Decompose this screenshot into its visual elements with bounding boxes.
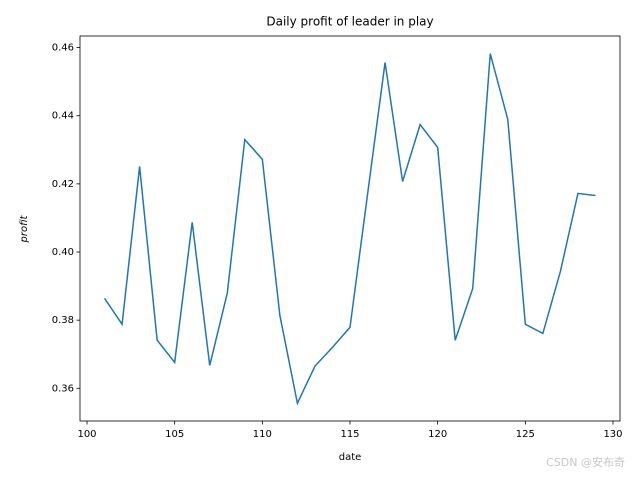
- plot-frame: [79, 35, 621, 422]
- x-tick-label: 125: [516, 429, 535, 440]
- y-tick-label: 0.40: [52, 247, 74, 258]
- y-axis-label: profit: [19, 214, 30, 243]
- y-tick-label: 0.42: [52, 179, 74, 190]
- x-tick-label: 130: [603, 429, 622, 440]
- line-series: [103, 53, 596, 406]
- chart-title: Daily profit of leader in play: [266, 15, 433, 29]
- watermark: CSDN @安布奇: [546, 455, 625, 469]
- x-axis-label: date: [339, 452, 362, 463]
- x-tick-label: 120: [428, 429, 447, 440]
- y-tick-label: 0.38: [52, 315, 74, 326]
- x-tick-label: 105: [165, 429, 184, 440]
- y-tick-label: 0.46: [52, 43, 74, 54]
- x-tick-label: 110: [253, 429, 272, 440]
- x-tick-label: 100: [77, 429, 96, 440]
- x-tick-label: 115: [340, 429, 359, 440]
- y-tick-label: 0.36: [52, 383, 74, 394]
- y-tick-label: 0.44: [52, 111, 74, 122]
